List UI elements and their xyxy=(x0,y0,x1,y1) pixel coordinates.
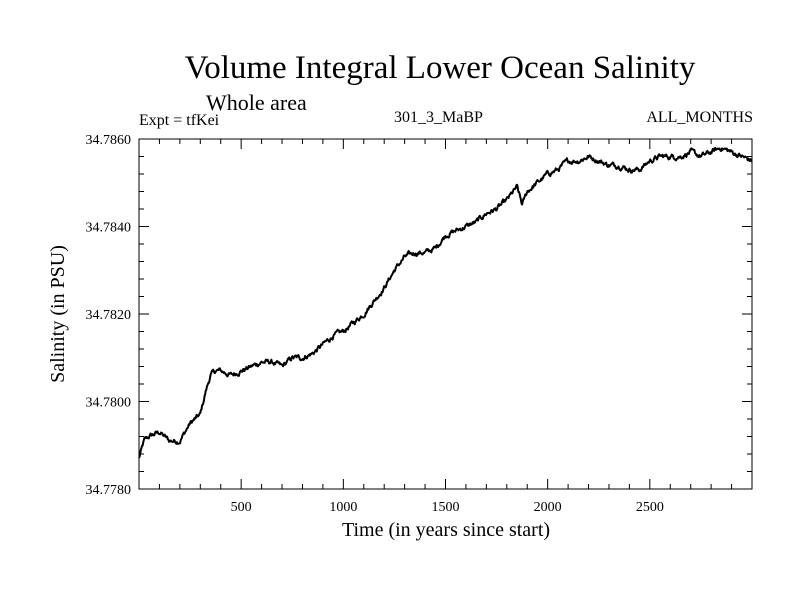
y-tick-label: 34.7800 xyxy=(86,396,132,411)
plot-frame xyxy=(138,138,753,490)
y-tick-label: 34.7840 xyxy=(86,221,132,236)
x-tick-label: 1000 xyxy=(329,500,357,515)
x-tick-label: 500 xyxy=(231,500,252,515)
chart-title: Volume Integral Lower Ocean Salinity xyxy=(184,50,696,86)
x-axis-label: Time (in years since start) xyxy=(342,519,550,541)
x-tick-label: 2500 xyxy=(636,500,664,515)
chart-subtitle: Whole area xyxy=(206,90,307,115)
x-tick-label: 1500 xyxy=(432,500,460,515)
axis-ticks xyxy=(139,139,752,489)
experiment-label: Expt = tfKei xyxy=(139,112,220,129)
y-axis-label: Salinity (in PSU) xyxy=(47,245,69,383)
salinity-series-line xyxy=(138,146,753,459)
run-label: 301_3_MaBP xyxy=(394,109,483,126)
y-tick-label: 34.7820 xyxy=(86,308,132,323)
y-tick-label: 34.7780 xyxy=(86,483,132,498)
y-tick-label: 34.7860 xyxy=(86,133,132,148)
tick-labels: 500 1000 1500 2000 2500 34.7780 34.7800 34.7820… xyxy=(86,133,664,515)
months-label: ALL_MONTHS xyxy=(646,109,753,126)
x-tick-label: 2000 xyxy=(534,500,562,515)
